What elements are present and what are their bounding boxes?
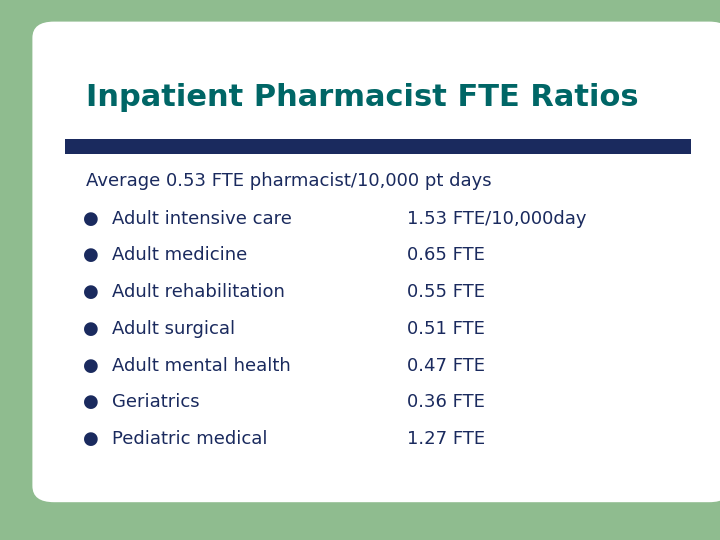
Text: 0.55 FTE: 0.55 FTE xyxy=(407,283,485,301)
Text: 0.47 FTE: 0.47 FTE xyxy=(407,356,485,375)
Text: Adult medicine: Adult medicine xyxy=(112,246,247,265)
Text: Adult rehabilitation: Adult rehabilitation xyxy=(112,283,284,301)
Text: 0.36 FTE: 0.36 FTE xyxy=(407,393,485,411)
Text: Average 0.53 FTE pharmacist/10,000 pt days: Average 0.53 FTE pharmacist/10,000 pt da… xyxy=(86,172,492,190)
Text: Inpatient Pharmacist FTE Ratios: Inpatient Pharmacist FTE Ratios xyxy=(86,83,639,112)
Text: 0.65 FTE: 0.65 FTE xyxy=(407,246,485,265)
Text: Adult intensive care: Adult intensive care xyxy=(112,210,292,228)
Text: ●: ● xyxy=(83,393,99,411)
Text: Adult mental health: Adult mental health xyxy=(112,356,290,375)
Bar xyxy=(65,139,691,154)
Text: Adult surgical: Adult surgical xyxy=(112,320,235,338)
Text: ●: ● xyxy=(83,283,99,301)
FancyBboxPatch shape xyxy=(32,22,720,502)
Text: ●: ● xyxy=(83,246,99,265)
Text: 0.51 FTE: 0.51 FTE xyxy=(407,320,485,338)
Text: ●: ● xyxy=(83,430,99,448)
Text: ●: ● xyxy=(83,320,99,338)
Text: Pediatric medical: Pediatric medical xyxy=(112,430,267,448)
Text: ●: ● xyxy=(83,356,99,375)
Text: 1.53 FTE/10,000day: 1.53 FTE/10,000day xyxy=(407,210,586,228)
Text: Geriatrics: Geriatrics xyxy=(112,393,199,411)
Text: ●: ● xyxy=(83,210,99,228)
Text: 1.27 FTE: 1.27 FTE xyxy=(407,430,485,448)
